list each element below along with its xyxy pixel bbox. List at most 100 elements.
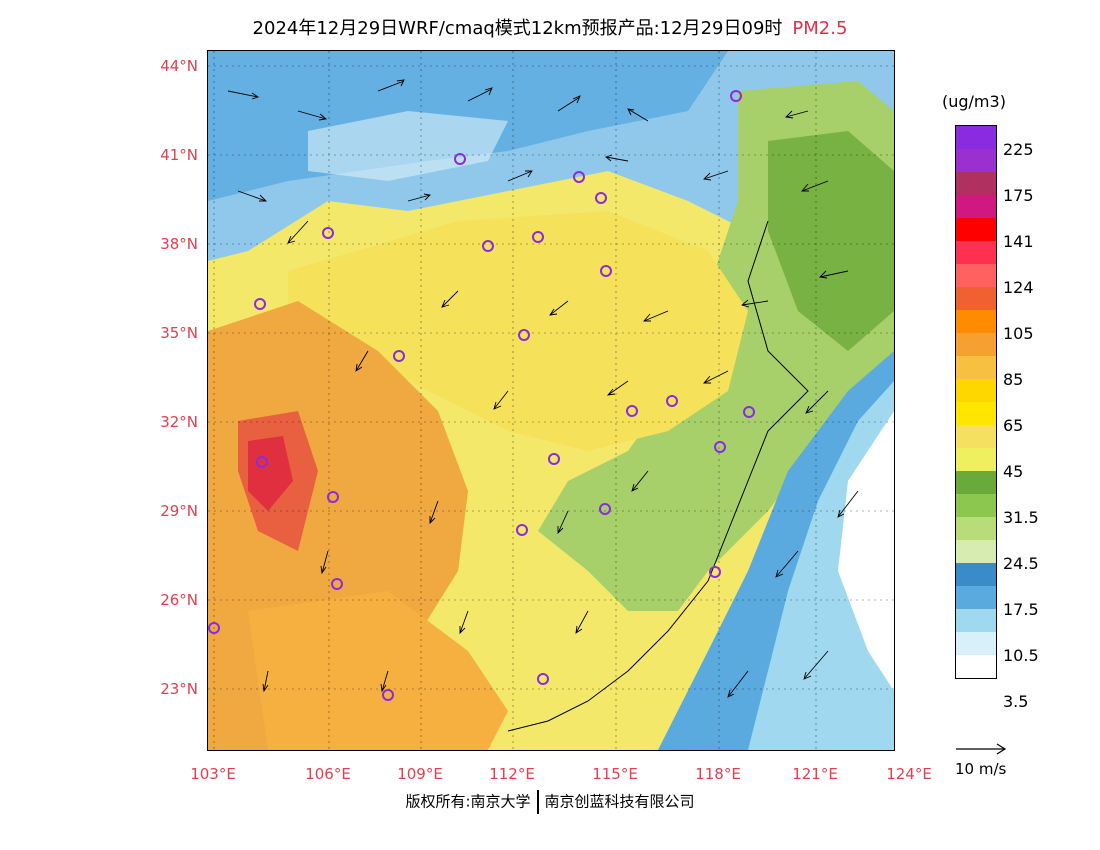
colorbar-cell	[956, 195, 996, 218]
map-title: 2024年12月29日WRF/cmaq模式12km预报产品:12月29日09时 P…	[0, 14, 1100, 40]
lat-label: 26°N	[160, 591, 198, 609]
colorbar-cell	[956, 149, 996, 172]
city-marker	[537, 673, 549, 685]
forecast-map	[207, 50, 895, 751]
city-marker	[532, 231, 544, 243]
lat-label: 29°N	[160, 502, 198, 520]
colorbar-cell	[956, 563, 996, 586]
lat-label: 35°N	[160, 324, 198, 342]
colorbar-cell	[956, 655, 996, 678]
colorbar-cell	[956, 356, 996, 379]
title-text: 2024年12月29日WRF/cmaq模式12km预报产品:12月29日09时	[252, 18, 783, 39]
wind-arrow	[803, 650, 829, 680]
colorbar-cell	[956, 264, 996, 287]
map-field-svg	[208, 51, 894, 750]
wind-arrow	[819, 270, 849, 279]
city-marker	[482, 240, 494, 252]
city-marker	[331, 578, 343, 590]
city-marker	[730, 90, 742, 102]
city-marker	[327, 491, 339, 503]
colorbar-cell	[956, 379, 996, 402]
coastline	[507, 220, 809, 732]
wind-arrow	[380, 670, 389, 693]
wind-arrow	[775, 550, 799, 578]
wind-arrow	[627, 108, 649, 122]
wind-arrow	[297, 110, 328, 121]
open-ocean-clean	[838, 411, 894, 691]
colorbar-label: 65	[1003, 416, 1024, 435]
city-marker	[254, 298, 266, 310]
wind-arrow	[703, 170, 729, 181]
city-marker	[600, 265, 612, 277]
colorbar-cell	[956, 172, 996, 195]
colorbar-label: 45	[1003, 462, 1024, 481]
city-marker	[518, 329, 530, 341]
city-marker	[256, 456, 268, 468]
wind-arrow	[631, 470, 649, 492]
city-markers	[208, 90, 755, 701]
wind-arrow	[320, 550, 329, 575]
wind-arrow	[557, 95, 581, 112]
colorbar-label: 124	[1003, 278, 1034, 297]
south-orange-band	[248, 591, 508, 750]
colorbar-label: 31.5	[1003, 508, 1039, 527]
colorbar	[955, 125, 997, 679]
wind-arrow	[605, 154, 629, 162]
wind-arrow	[805, 390, 829, 414]
colorbar-label: 225	[1003, 140, 1034, 159]
copyright-left: 版权所有:南京大学	[405, 792, 531, 811]
colorbar-label: 105	[1003, 324, 1034, 343]
city-marker	[516, 524, 528, 536]
city-marker	[666, 395, 678, 407]
city-marker	[454, 153, 466, 165]
lon-label: 124°E	[886, 765, 932, 783]
city-marker	[709, 566, 721, 578]
wind-arrow	[575, 610, 589, 634]
colorbar-cell	[956, 517, 996, 540]
wind-arrow	[459, 610, 469, 635]
city-marker	[599, 503, 611, 515]
colorbar-label: 141	[1003, 232, 1034, 251]
city-marker	[322, 227, 334, 239]
colorbar-cell	[956, 586, 996, 609]
colorbar-cell	[956, 402, 996, 425]
wind-reference-label: 10 m/s	[955, 760, 1007, 778]
footer-separator	[536, 790, 539, 814]
wind-arrow	[237, 190, 268, 202]
wind-arrow	[703, 370, 729, 384]
wind-arrow	[557, 510, 569, 535]
wind-arrow	[643, 310, 669, 322]
city-marker	[626, 405, 638, 417]
colorbar-cell	[956, 448, 996, 471]
copyright-footer: 版权所有:南京大学 南京创蓝科技有限公司	[0, 790, 1100, 814]
wind-arrow	[377, 79, 405, 92]
colorbar-label: 24.5	[1003, 554, 1039, 573]
colorbar-cell	[956, 333, 996, 356]
colorbar-label: 85	[1003, 370, 1024, 389]
city-marker	[714, 441, 726, 453]
wind-arrow	[801, 180, 829, 192]
wind-arrow	[507, 170, 533, 182]
wind-arrow	[727, 670, 749, 698]
colorbar-cell	[956, 632, 996, 655]
copyright-right: 南京创蓝科技有限公司	[544, 792, 695, 811]
wind-arrow	[606, 380, 629, 396]
colorbar-cell	[956, 540, 996, 563]
wind-arrow	[441, 290, 459, 308]
colorbar-label: 3.5	[1003, 692, 1029, 711]
lat-label: 38°N	[160, 235, 198, 253]
city-marker	[393, 350, 405, 362]
central-plain-field	[288, 211, 748, 451]
colorbar-label: 175	[1003, 186, 1034, 205]
lon-label: 103°E	[190, 765, 236, 783]
sichuan-core-hotspot	[248, 436, 293, 511]
city-marker	[573, 171, 585, 183]
wind-arrow	[467, 87, 493, 102]
arrow-icon	[956, 743, 1007, 755]
wind-arrow	[549, 300, 569, 316]
lat-label: 44°N	[160, 57, 198, 75]
wind-arrow	[355, 350, 369, 372]
colorbar-cell	[956, 241, 996, 264]
east-dark-green-patch	[768, 131, 894, 351]
lat-label: 23°N	[160, 680, 198, 698]
